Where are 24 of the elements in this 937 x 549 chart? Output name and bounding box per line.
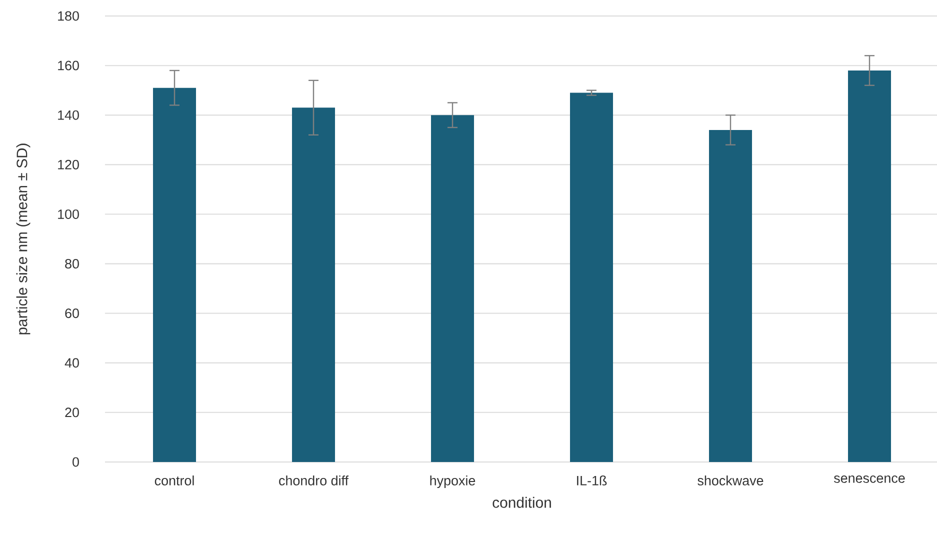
y-tick-label: 160 <box>58 60 79 70</box>
x-tick-label: IL-1ß <box>577 476 607 486</box>
y-axis-title: particle size nm (mean ± SD) <box>16 144 30 334</box>
y-tick-label: 80 <box>65 259 79 269</box>
y-tick-label: 100 <box>58 209 79 219</box>
bar <box>570 92 614 462</box>
x-tick-label: chondro diff <box>279 476 349 486</box>
bar <box>848 70 892 462</box>
bar <box>709 130 752 462</box>
x-tick-label: shockwave <box>698 476 764 486</box>
y-tick-label: 40 <box>64 358 79 368</box>
y-tick-label: 20 <box>65 408 79 418</box>
x-tick-label: control <box>154 476 194 486</box>
bar <box>292 108 336 462</box>
bar <box>153 88 196 462</box>
x-tick-label: hypoxie <box>430 476 476 488</box>
y-tick-label: 0 <box>72 457 79 467</box>
bar <box>431 115 474 462</box>
x-tick-label: senescence <box>834 476 905 483</box>
x-axis-title: condition <box>492 496 551 508</box>
y-tick-label: 180 <box>58 11 79 21</box>
y-tick-label: 140 <box>58 110 79 120</box>
y-tick-label: 120 <box>58 160 79 170</box>
y-tick-label: 60 <box>65 308 79 318</box>
